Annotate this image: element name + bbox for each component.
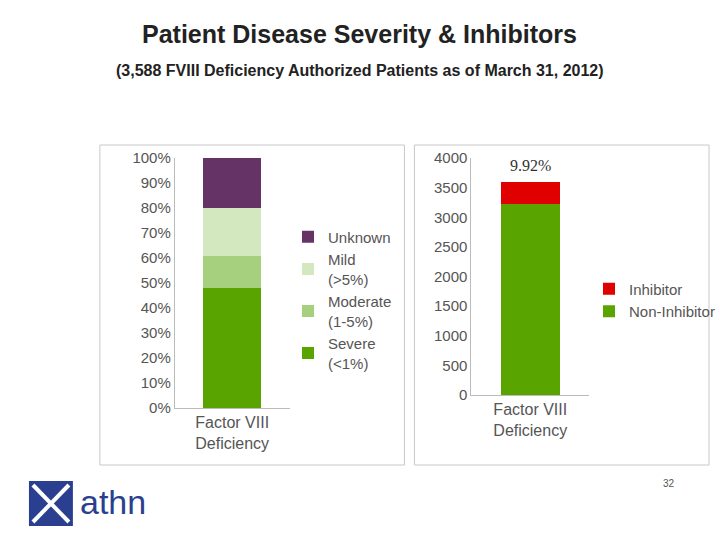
svg-text:(3,588 FVIII Deficiency Author: (3,588 FVIII Deficiency Authorized Patie… [116, 62, 604, 79]
svg-text:1000: 1000 [434, 327, 467, 344]
svg-text:10%: 10% [141, 374, 171, 391]
svg-text:2500: 2500 [434, 238, 467, 255]
svg-text:2000: 2000 [434, 268, 467, 285]
svg-text:90%: 90% [141, 174, 171, 191]
svg-text:Unknown: Unknown [328, 229, 391, 246]
svg-text:Patient Disease Severity & Inh: Patient Disease Severity & Inhibitors [142, 20, 577, 48]
svg-text:3000: 3000 [434, 209, 467, 226]
svg-text:3500: 3500 [434, 179, 467, 196]
svg-text:Factor VIIIDeficiency: Factor VIIIDeficiency [195, 414, 269, 452]
svg-text:50%: 50% [141, 274, 171, 291]
svg-text:40%: 40% [141, 299, 171, 316]
svg-text:4000: 4000 [434, 149, 467, 166]
svg-text:30%: 30% [141, 324, 171, 341]
svg-text:100%: 100% [132, 149, 170, 166]
svg-text:Factor VIIIDeficiency: Factor VIIIDeficiency [493, 401, 567, 439]
svg-text:60%: 60% [141, 249, 171, 266]
svg-text:80%: 80% [141, 199, 171, 216]
svg-text:32: 32 [663, 478, 675, 489]
svg-text:Mild(>5%): Mild(>5%) [328, 251, 368, 288]
svg-text:0: 0 [459, 386, 467, 403]
svg-text:Moderate(1-5%): Moderate(1-5%) [328, 293, 391, 330]
svg-text:Severe(<1%): Severe(<1%) [328, 335, 376, 372]
svg-text:20%: 20% [141, 349, 171, 366]
svg-text:1500: 1500 [434, 297, 467, 314]
svg-text:Non-Inhibitor: Non-Inhibitor [629, 303, 715, 320]
svg-text:Inhibitor: Inhibitor [629, 281, 682, 298]
svg-text:0%: 0% [149, 399, 171, 416]
svg-text:70%: 70% [141, 224, 171, 241]
svg-text:9.92%: 9.92% [510, 157, 551, 174]
svg-text:500: 500 [442, 357, 467, 374]
svg-text:athn: athn [80, 483, 146, 521]
